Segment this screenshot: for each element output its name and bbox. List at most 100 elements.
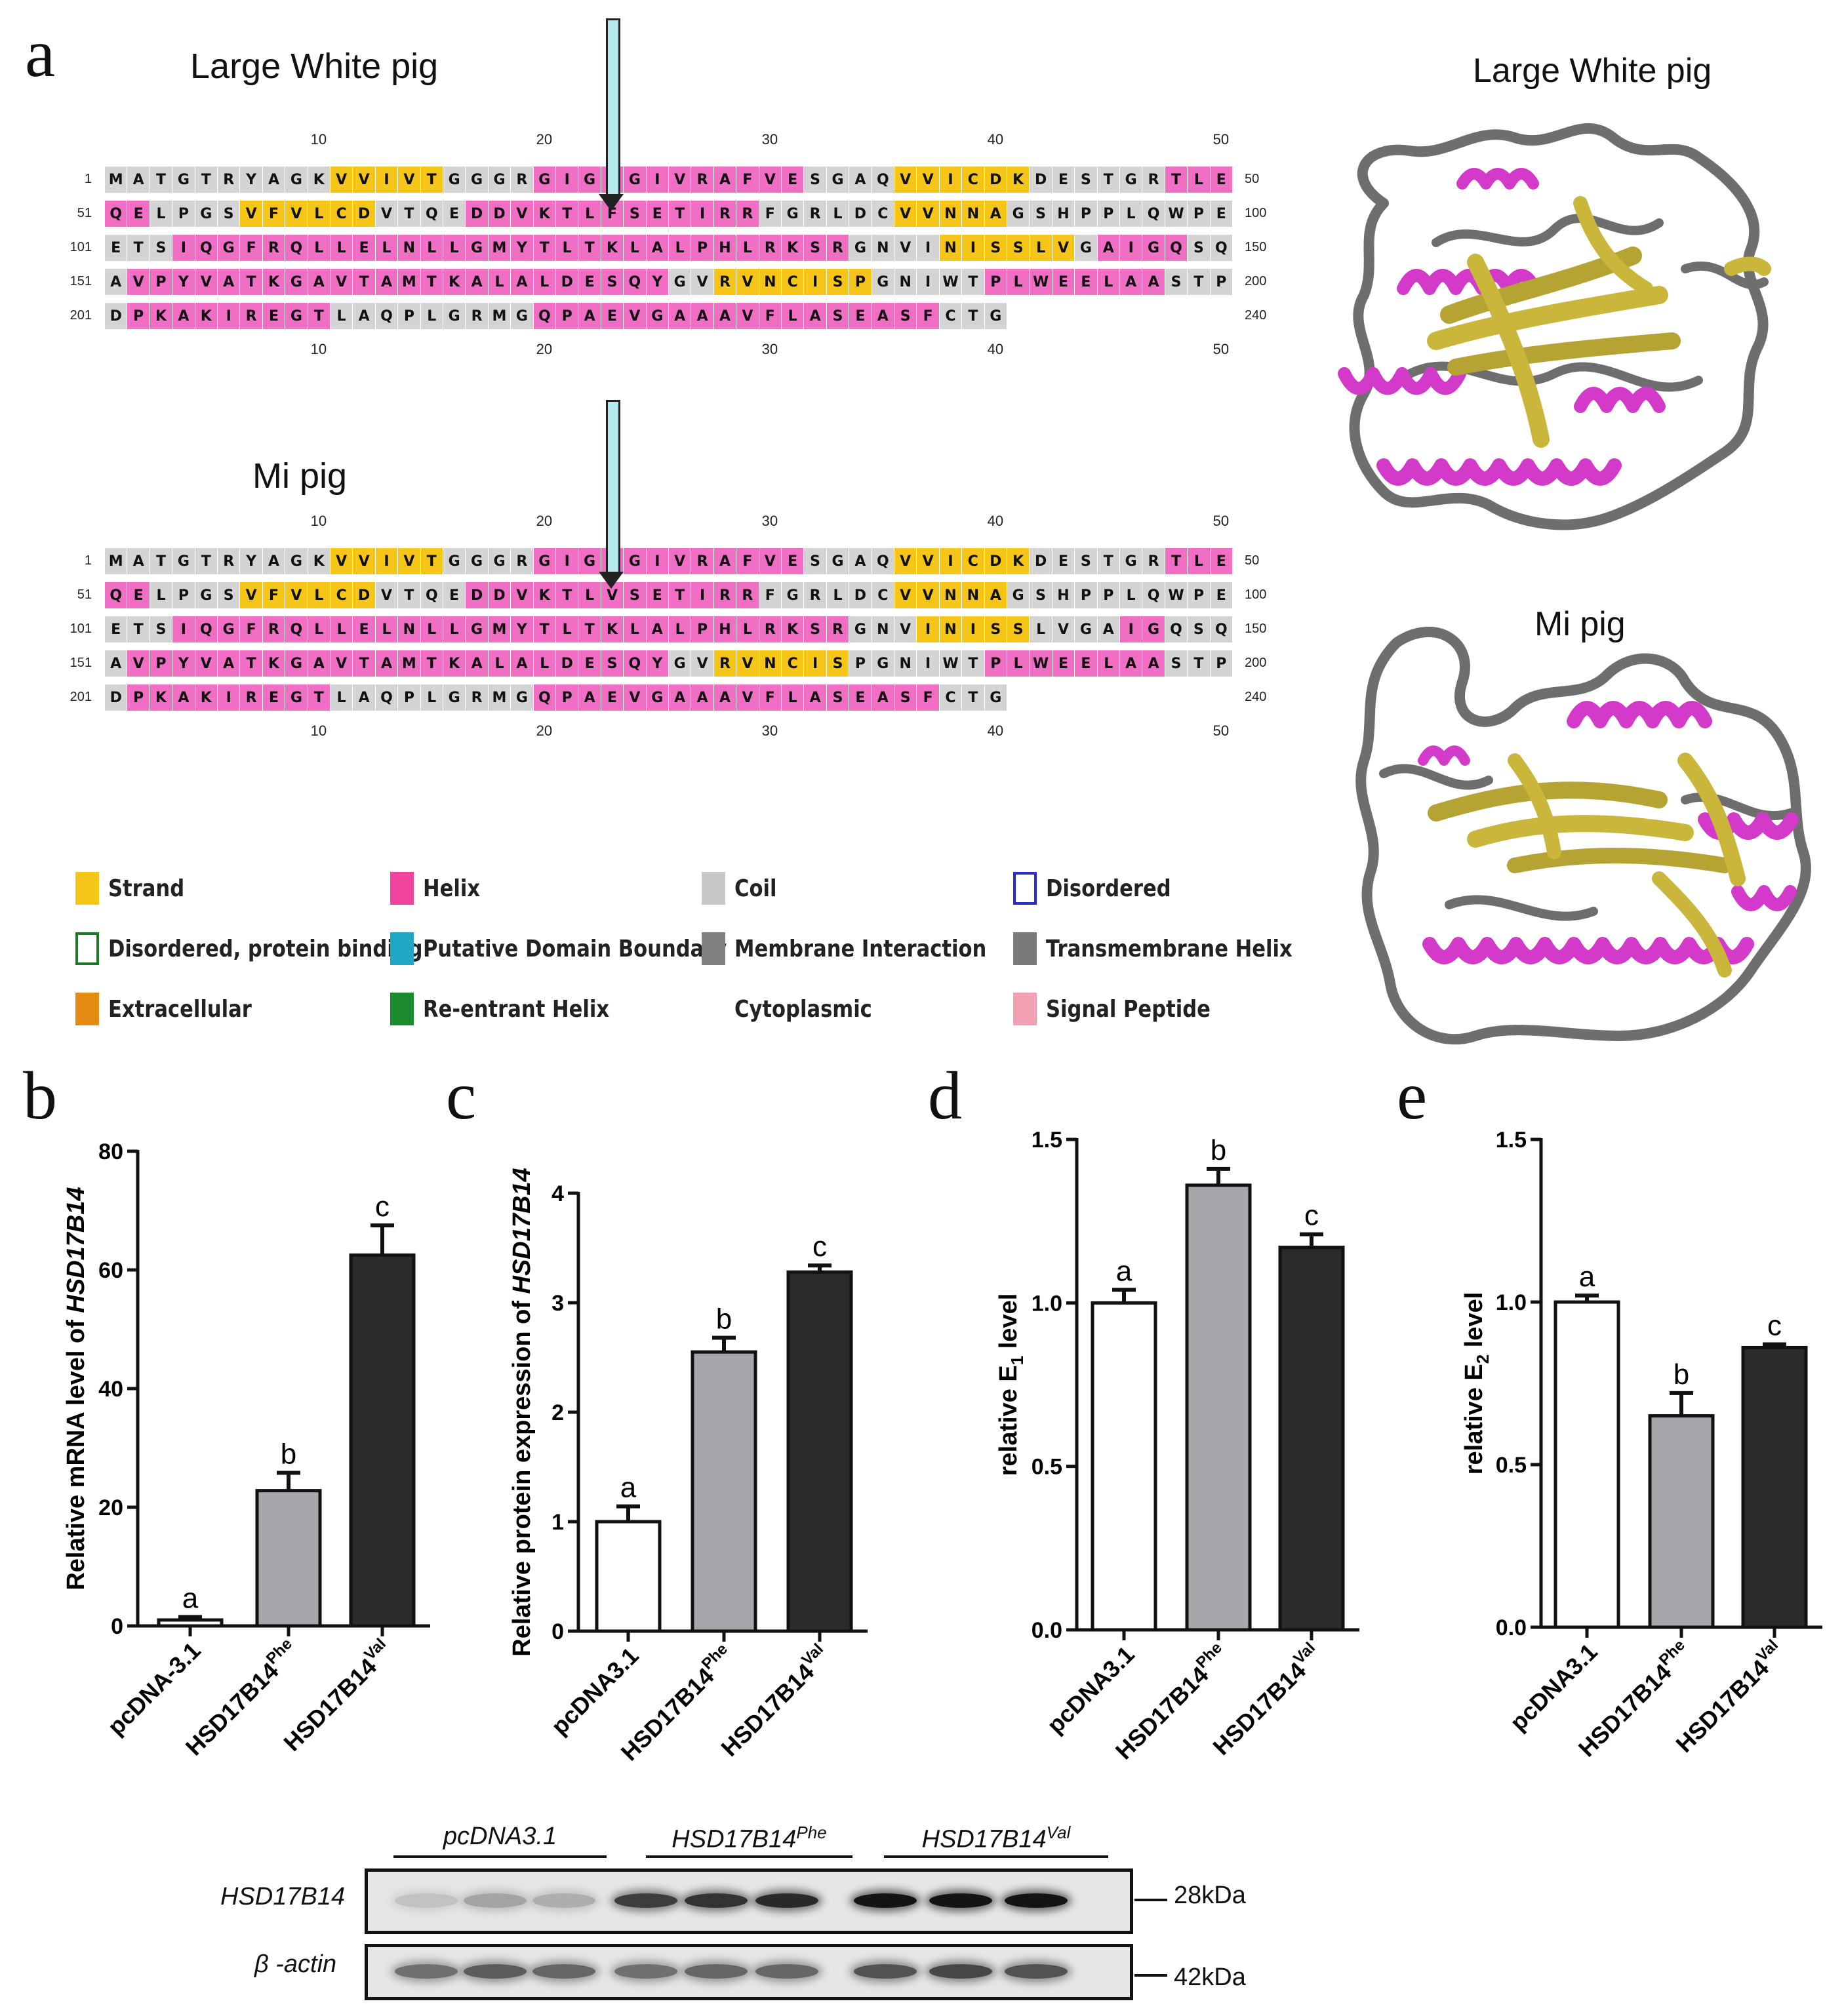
residue: C [872, 582, 894, 608]
residue: E [601, 303, 624, 329]
residue: S [894, 684, 917, 711]
residue: T [533, 616, 555, 642]
row-end-number: 240 [1245, 690, 1267, 704]
residue: K [533, 201, 555, 227]
legend-item: Cytoplasmic [702, 993, 896, 1025]
residue: L [578, 201, 601, 227]
residue: L [1097, 269, 1119, 295]
residue: C [782, 269, 804, 295]
ruler-top-tick: 10 [310, 131, 327, 148]
ruler-bottom-tick: 20 [536, 341, 553, 357]
residue: L [1030, 616, 1052, 642]
row-start-number: 201 [70, 690, 92, 704]
residue: K [601, 235, 624, 261]
residue: G [172, 167, 195, 193]
residue: R [691, 167, 713, 193]
residue: R [804, 582, 826, 608]
residue: I [917, 616, 939, 642]
residue: A [646, 616, 668, 642]
residue: V [331, 650, 353, 677]
residue: R [826, 235, 849, 261]
residue: G [782, 582, 804, 608]
residue: I [556, 548, 578, 574]
residue: Q [375, 684, 398, 711]
residue: Q [1142, 582, 1165, 608]
residue: S [826, 684, 849, 711]
residue: G [466, 548, 488, 574]
legend-swatch [702, 932, 725, 965]
residue: C [331, 582, 353, 608]
blot-group-sup: Val [1046, 1823, 1071, 1842]
residue: A [308, 650, 330, 677]
blot-row-label-beta-actin: β -actin [254, 1950, 337, 1978]
residue: P [691, 235, 713, 261]
significance-letter: c [375, 1191, 390, 1223]
residue: V [127, 269, 150, 295]
residue: A [127, 548, 150, 574]
ruler-bottom-tick: 10 [310, 722, 327, 739]
residue: V [669, 167, 691, 193]
legend-label: Strand [108, 875, 185, 902]
y-tick-label: 80 [98, 1139, 123, 1164]
y-tick-label: 1.5 [1032, 1128, 1062, 1153]
residue: I [691, 201, 713, 227]
residue: V [894, 201, 917, 227]
residue: T [240, 269, 262, 295]
residue: F [759, 201, 781, 227]
ruler-top-tick: 10 [310, 513, 327, 529]
legend-label: Coil [734, 875, 777, 902]
residue: Q [285, 616, 308, 642]
residue: T [150, 167, 172, 193]
residue: Y [511, 235, 533, 261]
residue: H [713, 235, 736, 261]
residue: L [308, 201, 330, 227]
residue: S [1165, 650, 1188, 677]
blot-band [685, 1893, 748, 1908]
residue: G [285, 548, 308, 574]
residue: A [353, 684, 375, 711]
ruler-top-tick: 30 [761, 513, 778, 529]
residue: W [1030, 650, 1052, 677]
residue: S [1075, 167, 1097, 193]
residue: Y [240, 548, 262, 574]
blot-band [464, 1964, 527, 1979]
residue: G [984, 684, 1007, 711]
residue: G [1007, 201, 1030, 227]
bar [255, 1489, 322, 1628]
residue: C [939, 303, 962, 329]
residue: C [872, 201, 894, 227]
residue: P [691, 616, 713, 642]
residue: C [962, 548, 984, 574]
residue: L [1007, 269, 1030, 295]
residue: C [939, 684, 962, 711]
residue: G [285, 269, 308, 295]
ruler-top-tick: 40 [987, 131, 1004, 148]
row-end-number: 240 [1245, 308, 1267, 323]
residue: R [218, 548, 240, 574]
bar [1741, 1345, 1808, 1629]
residue: L [331, 235, 353, 261]
residue: S [1165, 269, 1188, 295]
residue: G [443, 548, 466, 574]
mutation-arrow-top-head [599, 194, 624, 211]
residue: A [172, 684, 195, 711]
bar [1278, 1246, 1345, 1632]
residue: T [1097, 167, 1119, 193]
residue: K [195, 684, 217, 711]
residue: Q [285, 235, 308, 261]
significance-letter: c [812, 1231, 827, 1263]
blot-group-underline [884, 1855, 1108, 1858]
residue: E [1210, 582, 1232, 608]
residue: A [872, 303, 894, 329]
residue: R [713, 201, 736, 227]
ruler-top-tick: 50 [1213, 513, 1230, 529]
y-axis-label: Relative mRNA level of HSD17B14 [62, 1187, 90, 1590]
residue: Q [1142, 201, 1165, 227]
residue: S [1030, 582, 1052, 608]
residue: K [262, 650, 285, 677]
residue: G [646, 684, 668, 711]
residue: E [1052, 167, 1075, 193]
residue: I [804, 650, 826, 677]
residue: V [353, 167, 375, 193]
residue: D [466, 582, 488, 608]
